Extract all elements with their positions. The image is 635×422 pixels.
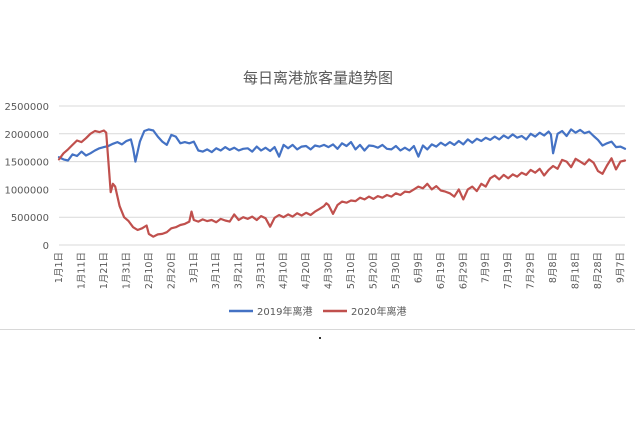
x-axis-labels: 1月1日 1月11日 1月21日 1月31日 2月10日 2月20日 3月1日 3月11日 3月…: [54, 252, 627, 289]
x-tick-label: 3月21日: [234, 252, 245, 289]
x-tick-label: 4月20日: [301, 252, 312, 289]
x-tick-label: 1月21日: [99, 252, 110, 289]
x-tick-label: 3月31日: [256, 252, 267, 289]
legend: 2019年离港 2020年离港: [229, 305, 406, 318]
x-tick-label: 5月20日: [368, 252, 379, 289]
x-tick-label: 6月29日: [458, 252, 469, 289]
y-tick-label: 2500000: [4, 102, 49, 113]
y-tick-label: 500000: [11, 213, 49, 224]
gridlines: [59, 105, 625, 246]
x-tick-label: 1月31日: [121, 252, 132, 289]
x-tick-label: 7月29日: [526, 252, 537, 289]
chart-panel: 每日离港旅客量趋势图 0 500000 1000000 1500000 2000000 2…: [4, 69, 627, 318]
series-lines: [57, 128, 627, 238]
line-chart: 每日离港旅客量趋势图 0 500000 1000000 1500000 2000000 2…: [4, 69, 627, 318]
x-tick-label: 5月10日: [346, 252, 357, 289]
x-tick-label: 7月19日: [503, 252, 514, 289]
legend-label: 2020年离港: [351, 305, 406, 318]
x-tick-label: 1月11日: [76, 252, 87, 289]
x-tick-label: 1月1日: [54, 252, 65, 283]
x-tick-label: 4月30日: [324, 252, 335, 289]
y-tick-label: 1000000: [4, 185, 49, 196]
x-tick-label: 8月18日: [571, 252, 582, 289]
x-tick-label: 8月28日: [593, 252, 604, 289]
x-tick-label: 8月8日: [548, 252, 559, 283]
x-tick-label: 5月30日: [391, 252, 402, 289]
x-tick-label: 7月9日: [481, 252, 492, 283]
y-tick-label: 2000000: [4, 130, 49, 141]
series-line-2: [57, 129, 627, 238]
x-tick-label: 9月7日: [616, 252, 627, 283]
chart-bottom-border: [0, 329, 635, 330]
y-axis-labels: 0 500000 1000000 1500000 2000000 2500000: [4, 102, 49, 252]
x-tick-label: 6月19日: [436, 252, 447, 289]
chart-title: 每日离港旅客量趋势图: [243, 69, 393, 87]
series-line-1: [57, 128, 627, 163]
y-tick-label: 0: [43, 241, 49, 252]
y-tick-label: 1500000: [4, 158, 49, 169]
legend-label: 2019年离港: [257, 305, 312, 318]
x-tick-label: 2月10日: [144, 252, 155, 289]
x-tick-label: 3月1日: [189, 252, 200, 283]
x-tick-label: 3月11日: [211, 252, 222, 289]
mouse-cursor-dot: [319, 337, 321, 339]
x-tick-label: 2月20日: [166, 252, 177, 289]
x-tick-label: 4月10日: [279, 252, 290, 289]
x-tick-label: 6月9日: [413, 252, 424, 283]
